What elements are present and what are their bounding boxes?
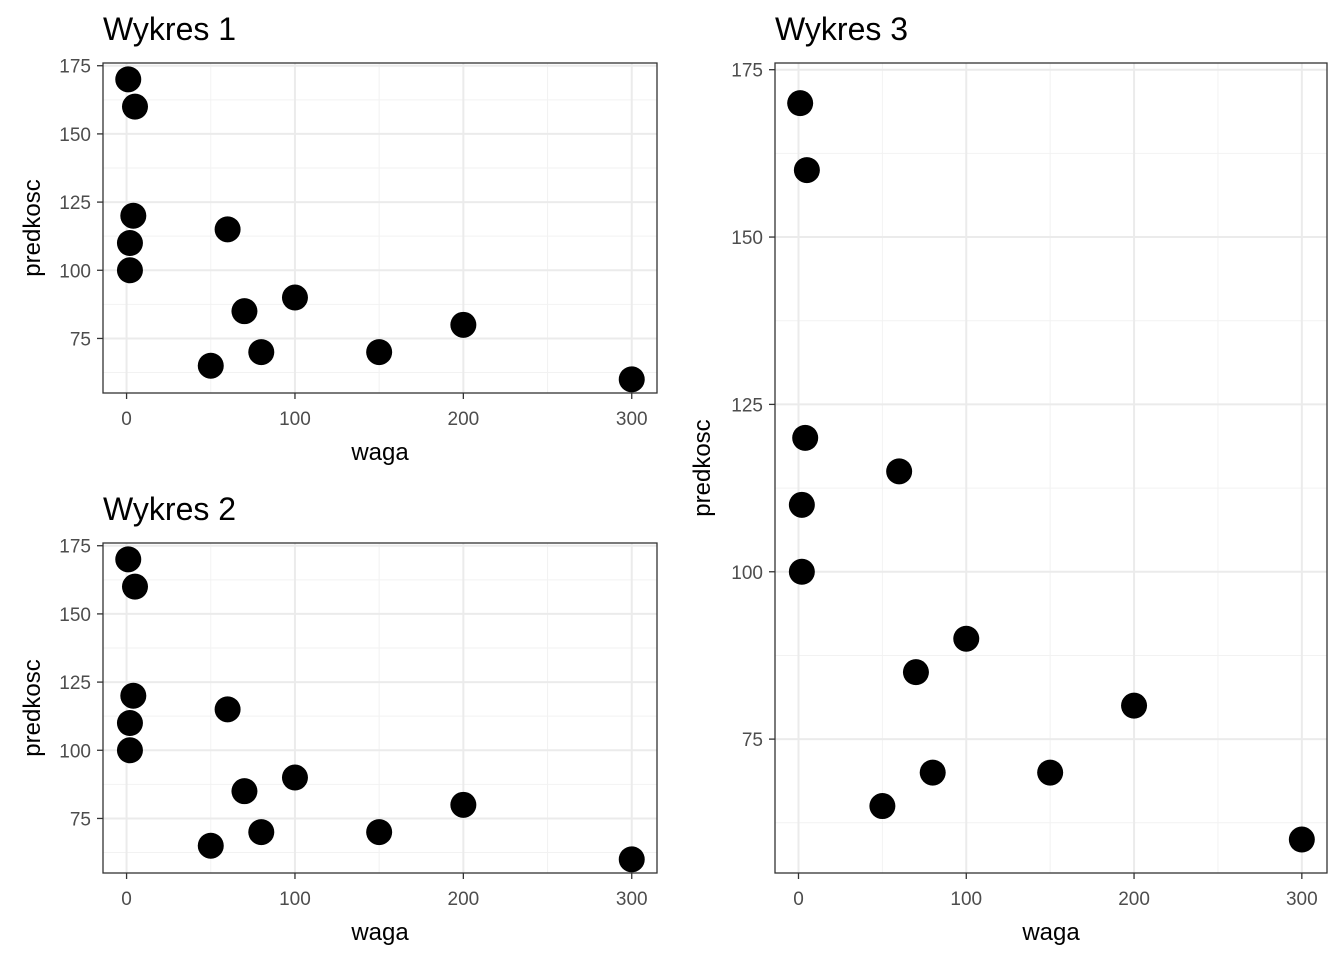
data-point [788,558,815,585]
data-point [618,846,645,873]
x-tick-label: 200 [448,409,480,430]
data-point [792,424,819,451]
data-point [281,284,308,311]
data-point [788,491,815,518]
data-point [919,759,946,786]
chart-title: Wykres 2 [103,491,236,527]
data-point [450,791,477,818]
y-tick-label: 125 [59,673,91,694]
x-tick-label: 0 [121,409,132,430]
data-point [115,546,142,573]
data-point [366,819,393,846]
y-tick-label: 175 [731,61,763,82]
y-tick-label: 75 [742,730,763,751]
x-tick-label: 300 [616,889,648,910]
x-tick-label: 300 [616,409,648,430]
y-tick-label: 150 [731,228,763,249]
data-point [197,352,224,379]
x-axis-label: waga [1021,919,1080,946]
chart-title: Wykres 3 [775,11,908,47]
panel-1: 0 100 200 300 75 100 125 150 175 Wykres 1 waga pred… [19,11,658,466]
data-point [248,339,275,366]
data-point [1037,759,1064,786]
data-point [116,230,143,256]
data-point [953,625,980,652]
x-tick-label: 100 [950,889,982,910]
y-tick-label: 75 [70,329,91,350]
data-point [248,819,275,846]
data-point [197,832,224,859]
data-point [902,659,929,686]
data-point [450,311,477,338]
scatter-points [115,546,645,873]
data-point [787,90,814,117]
x-tick-label: 100 [279,409,311,430]
x-axis-label: waga [350,919,409,946]
data-point [366,339,393,366]
y-tick-label: 125 [731,395,763,416]
x-tick-label: 0 [121,889,132,910]
panel-3: 0 100 200 300 75 100 125 150 175 Wykres 3 waga pred… [689,11,1328,946]
data-point [121,93,148,120]
data-point [281,764,308,791]
data-point [1121,692,1148,719]
data-point [869,793,896,820]
y-axis-label: predkosc [19,659,46,756]
chart-title: Wykres 1 [103,11,236,47]
x-tick-label: 100 [279,889,311,910]
data-point [120,202,147,229]
y-axis-label: predkosc [19,179,46,276]
data-point [231,778,258,805]
data-point [116,710,143,736]
data-point [116,257,143,284]
x-tick-label: 200 [1118,889,1150,910]
panel-border [102,62,658,394]
plot-background [775,63,1327,873]
panel-2: 0 100 200 300 75 100 125 150 175 Wykres 2 waga pred… [19,491,658,946]
y-tick-label: 150 [59,605,91,626]
data-point [120,682,147,709]
data-point [116,737,143,764]
x-tick-label: 300 [1286,889,1318,910]
gridlines [103,543,657,873]
panel-border [102,542,658,874]
scatter-points [115,66,645,393]
y-tick-label: 100 [731,563,763,584]
y-axis-label: predkosc [689,419,716,516]
data-point [115,66,142,93]
x-tick-label: 0 [793,889,804,910]
data-point [886,458,913,485]
y-tick-label: 100 [59,261,91,282]
gridlines [775,63,1327,873]
data-point [793,157,820,184]
panel-border [774,62,1328,874]
y-tick-label: 175 [59,57,91,78]
x-axis-label: waga [350,439,409,466]
x-tick-label: 200 [448,889,480,910]
gridlines [103,63,657,393]
scatter-points [787,90,1315,853]
y-tick-label: 125 [59,193,91,214]
data-point [231,298,258,325]
y-tick-label: 175 [59,537,91,558]
data-point [1288,826,1315,853]
y-tick-label: 75 [70,809,91,830]
data-point [214,216,241,243]
data-point [618,366,645,393]
y-tick-label: 100 [59,741,91,762]
data-point [214,696,241,723]
y-tick-label: 150 [59,125,91,146]
data-point [121,573,148,600]
